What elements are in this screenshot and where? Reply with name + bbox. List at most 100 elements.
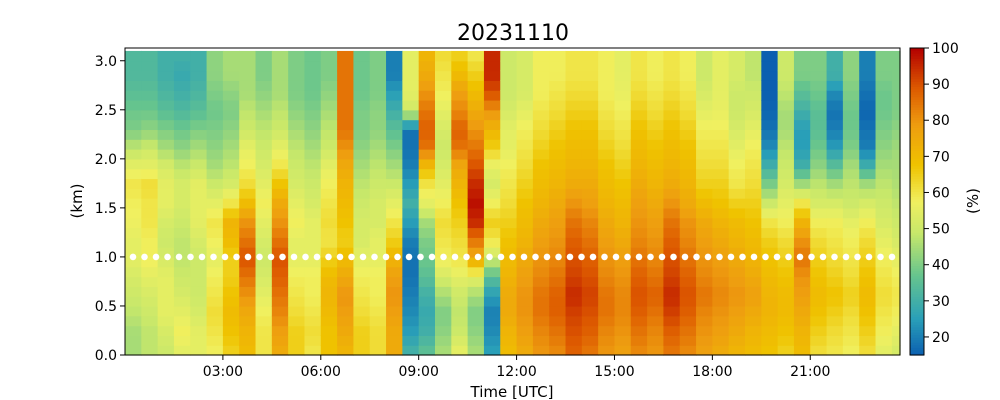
- marker-dot: [647, 253, 654, 261]
- heatmap-cell: [157, 99, 175, 111]
- heatmap-cell: [777, 168, 795, 180]
- colorbar-segment: [910, 193, 924, 197]
- heatmap-cell: [712, 296, 730, 307]
- heatmap-cell: [500, 90, 518, 101]
- heatmap-cell: [875, 158, 893, 170]
- heatmap-cell: [369, 99, 387, 111]
- heatmap-cell: [696, 119, 713, 131]
- heatmap-cell: [418, 90, 436, 101]
- heatmap-cell: [500, 119, 518, 131]
- marker-dot: [624, 253, 631, 261]
- heatmap-cell: [859, 296, 877, 307]
- heatmap-cell: [304, 90, 322, 101]
- heatmap-cell: [696, 296, 713, 307]
- heatmap-cell: [777, 70, 795, 81]
- heatmap-cell: [190, 345, 208, 356]
- heatmap-cell: [647, 266, 665, 278]
- heatmap-cell: [451, 158, 469, 170]
- heatmap-cell: [467, 276, 485, 287]
- heatmap-cell: [549, 109, 567, 121]
- x-tick-label: 12:00: [496, 364, 536, 380]
- heatmap-cell: [826, 207, 844, 219]
- heatmap-cell: [875, 80, 893, 91]
- heatmap-cell: [271, 325, 289, 336]
- heatmap-cell: [451, 168, 469, 180]
- heatmap-cell: [826, 296, 844, 307]
- colorbar-segment: [910, 216, 924, 221]
- heatmap-cell: [712, 286, 730, 297]
- heatmap-cell: [532, 119, 550, 131]
- heatmap-cell: [483, 129, 501, 140]
- heatmap-cell: [255, 60, 273, 72]
- heatmap-cell: [810, 256, 828, 268]
- heatmap-cell: [386, 345, 403, 356]
- heatmap-cell: [173, 90, 191, 101]
- heatmap-cell: [271, 109, 289, 121]
- heatmap-cell: [810, 315, 828, 327]
- heatmap-cell: [532, 168, 550, 180]
- heatmap-cell: [418, 70, 436, 81]
- heatmap-cell: [614, 198, 632, 209]
- heatmap-cell: [369, 139, 387, 150]
- heatmap-cell: [271, 286, 289, 297]
- heatmap-cell: [320, 70, 338, 81]
- marker-dot: [175, 253, 183, 261]
- heatmap-cell: [875, 207, 893, 219]
- heatmap-cell: [467, 247, 485, 258]
- heatmap-cell: [810, 109, 828, 121]
- heatmap-cell: [500, 60, 518, 72]
- heatmap-cell: [337, 325, 355, 336]
- heatmap-cell: [581, 70, 599, 81]
- heatmap-cell: [679, 345, 697, 356]
- heatmap-cell: [222, 266, 240, 278]
- heatmap-cell: [157, 207, 175, 219]
- heatmap-cell: [141, 256, 159, 268]
- colorbar-segment: [910, 181, 924, 185]
- heatmap-cell: [239, 345, 257, 356]
- heatmap-cell: [418, 335, 436, 346]
- heatmap-cell: [288, 266, 306, 278]
- heatmap-cell: [337, 276, 355, 287]
- heatmap-cell: [255, 335, 273, 346]
- heatmap-cell: [630, 109, 648, 121]
- heatmap-cell: [581, 207, 599, 219]
- heatmap-cell: [630, 325, 648, 336]
- heatmap-cell: [173, 149, 191, 160]
- heatmap-cell: [337, 305, 355, 317]
- heatmap-cell: [810, 188, 828, 199]
- heatmap-cell: [467, 109, 485, 121]
- heatmap-cell: [483, 305, 501, 317]
- heatmap-cell: [565, 345, 583, 356]
- heatmap-cell: [712, 178, 730, 189]
- heatmap-cell: [320, 129, 338, 140]
- heatmap-cell: [288, 207, 306, 219]
- heatmap-cell: [435, 149, 452, 160]
- heatmap-cell: [532, 266, 550, 278]
- heatmap-cell: [271, 168, 289, 180]
- colorbar-segment: [910, 63, 924, 67]
- heatmap-cell: [647, 90, 665, 101]
- heatmap-cell: [418, 158, 436, 170]
- heatmap-cell: [859, 286, 877, 297]
- heatmap-cell: [761, 90, 779, 101]
- heatmap-cell: [157, 188, 175, 199]
- heatmap-cell: [255, 80, 273, 91]
- colorbar-segment: [910, 247, 924, 251]
- heatmap-cell: [353, 325, 371, 336]
- heatmap-cell: [418, 119, 436, 131]
- heatmap-cell: [320, 119, 338, 131]
- colorbar-segment: [910, 196, 924, 200]
- heatmap-cell: [418, 286, 436, 297]
- heatmap-cell: [418, 276, 436, 287]
- heatmap-cell: [304, 305, 322, 317]
- heatmap-cell: [402, 296, 420, 307]
- heatmap-cell: [304, 129, 322, 140]
- heatmap-cell: [157, 286, 175, 297]
- heatmap-cell: [859, 119, 877, 131]
- heatmap-cell: [891, 119, 901, 131]
- heatmap-cell: [418, 266, 436, 278]
- heatmap-cell: [402, 139, 420, 150]
- heatmap-cell: [875, 119, 893, 131]
- heatmap-cell: [255, 296, 273, 307]
